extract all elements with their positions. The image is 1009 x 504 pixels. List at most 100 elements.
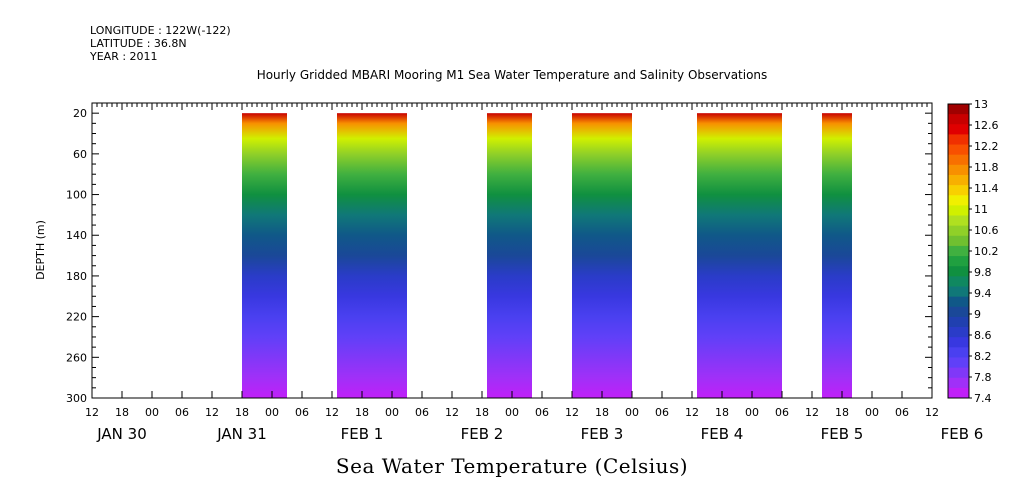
colorbar-swatch: [948, 124, 969, 135]
data-segment: [242, 113, 287, 398]
colorbar-swatch: [948, 104, 969, 115]
colorbar-label: 9.4: [974, 287, 992, 300]
x-tick-label: 12: [205, 406, 219, 419]
colorbar-swatch: [948, 164, 969, 176]
x-tick-label: 12: [325, 406, 339, 419]
colorbar-swatch: [948, 134, 969, 146]
x-tick-label: 12: [565, 406, 579, 419]
colorbar-swatch: [948, 185, 969, 196]
colorbar-swatch: [948, 195, 969, 206]
data-segment: [822, 113, 852, 398]
x-tick-label: 00: [265, 406, 279, 419]
colorbar-swatch: [948, 377, 969, 389]
colorbar-label: 11.4: [974, 182, 999, 195]
x-tick-label: 18: [115, 406, 129, 419]
x-tick-label: 12: [685, 406, 699, 419]
x-day-label: FEB 6: [941, 425, 984, 443]
colorbar-swatch: [948, 347, 969, 358]
colorbar-swatch: [948, 276, 969, 287]
y-tick-label: 60: [73, 148, 87, 161]
x-tick-label: 12: [445, 406, 459, 419]
colorbar-swatch: [948, 114, 969, 125]
x-day-label: FEB 5: [821, 425, 864, 443]
colorbar-swatch: [948, 306, 969, 318]
data-segment: [572, 113, 632, 398]
chart-title: Hourly Gridded MBARI Mooring M1 Sea Wate…: [256, 68, 768, 82]
colorbar-label: 11.8: [974, 161, 999, 174]
colorbar-label: 11: [974, 203, 988, 216]
year-label: YEAR : 2011: [90, 50, 158, 63]
y-tick-label: 20: [73, 107, 87, 120]
y-tick-label: 180: [66, 270, 87, 283]
x-day-label: FEB 1: [341, 425, 384, 443]
colorbar-swatch: [948, 144, 969, 156]
colorbar-swatch: [948, 367, 969, 379]
colorbar-label: 10.6: [974, 224, 999, 237]
colorbar-label: 7.8: [974, 371, 992, 384]
colorbar-label: 8.2: [974, 350, 992, 363]
colorbar-swatch: [948, 235, 969, 247]
colorbar-swatch: [948, 387, 969, 399]
colorbar-swatch: [948, 296, 969, 308]
colorbar-label: 7.4: [974, 392, 992, 405]
colorbar-swatch: [948, 286, 969, 298]
colorbar-label: 12.6: [974, 119, 999, 132]
x-tick-label: 18: [595, 406, 609, 419]
x-tick-label: 00: [625, 406, 639, 419]
x-tick-label: 06: [895, 406, 909, 419]
colorbar-swatch: [948, 256, 969, 267]
latitude-label: LATITUDE : 36.8N: [90, 37, 187, 50]
data-segment: [487, 113, 532, 398]
colorbar-label: 12.2: [974, 140, 999, 153]
x-day-label: FEB 2: [461, 425, 504, 443]
x-tick-label: 18: [835, 406, 849, 419]
x-tick-label: 18: [715, 406, 729, 419]
x-day-label: JAN 31: [216, 425, 267, 443]
colorbar-swatch: [948, 205, 969, 217]
x-tick-label: 06: [175, 406, 189, 419]
x-tick-label: 00: [745, 406, 759, 419]
x-tick-label: 18: [355, 406, 369, 419]
x-tick-label: 12: [925, 406, 939, 419]
colorbar-swatch: [948, 225, 969, 237]
x-tick-label: 12: [85, 406, 99, 419]
variable-title: Sea Water Temperature (Celsius): [335, 454, 689, 478]
x-day-label: FEB 3: [581, 425, 624, 443]
x-tick-label: 00: [145, 406, 159, 419]
colorbar-label: 9.8: [974, 266, 992, 279]
x-tick-label: 18: [235, 406, 249, 419]
x-tick-label: 06: [655, 406, 669, 419]
colorbar-label: 13: [974, 98, 988, 111]
colorbar-swatch: [948, 245, 969, 257]
y-tick-label: 260: [66, 351, 87, 364]
heatmap-plot: 20 60 100 140 180 220 260 300 DEPTH (m) 12 18 00 06…: [34, 98, 999, 443]
x-tick-label: 06: [415, 406, 429, 419]
colorbar-swatch: [948, 215, 969, 227]
colorbar-swatch: [948, 357, 969, 369]
y-tick-label: 300: [66, 392, 87, 405]
x-day-label: FEB 4: [701, 425, 744, 443]
x-tick-label: 18: [475, 406, 489, 419]
colorbar-swatch: [948, 316, 969, 328]
data-segment: [697, 113, 782, 398]
colorbar-swatch: [948, 174, 969, 186]
colorbar-label: 9: [974, 308, 981, 321]
y-axis-label: DEPTH (m): [34, 220, 47, 280]
y-tick-label: 100: [66, 189, 87, 202]
x-tick-label: 06: [775, 406, 789, 419]
y-tick-label: 220: [66, 311, 87, 324]
colorbar-swatch: [948, 327, 969, 338]
colorbar-label: 10.2: [974, 245, 999, 258]
colorbar-swatch: [948, 266, 969, 277]
x-tick-label: 06: [295, 406, 309, 419]
x-tick-label: 00: [865, 406, 879, 419]
x-tick-label: 12: [805, 406, 819, 419]
x-day-label: JAN 30: [96, 425, 147, 443]
colorbar-swatch: [948, 337, 969, 348]
colorbar-label: 8.6: [974, 329, 992, 342]
data-segment: [337, 113, 407, 398]
x-tick-label: 06: [535, 406, 549, 419]
colorbar-swatch: [948, 154, 969, 166]
y-tick-label: 140: [66, 229, 87, 242]
